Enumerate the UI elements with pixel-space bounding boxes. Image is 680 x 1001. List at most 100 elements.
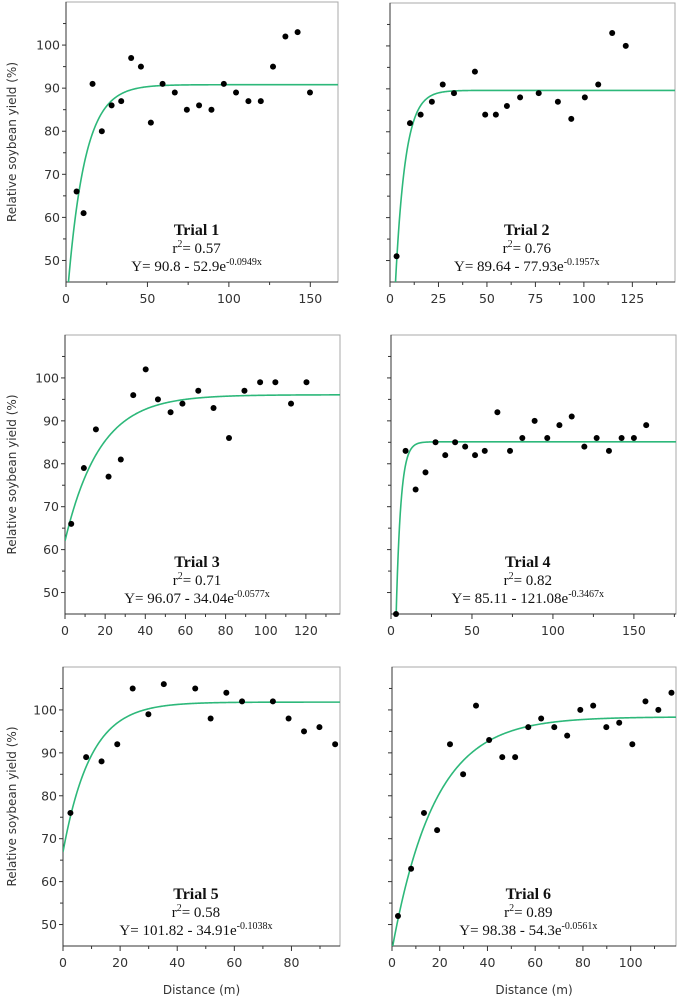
r2-superscript: 2 [509,571,514,582]
data-point [603,724,610,731]
data-point [142,366,149,373]
x-tick-label: 100 [572,291,596,306]
data-point [316,724,323,731]
data-point [272,379,279,386]
data-point [581,443,588,450]
data-point [114,741,121,748]
data-point [460,771,467,778]
x-tick-label: 75 [527,291,543,306]
y-tick-label: 60 [43,542,59,557]
data-point [257,98,264,105]
x-tick-label: 40 [137,623,153,638]
data-point [192,685,199,692]
equation-exponent: -0.0949x [226,257,262,268]
fit-curve [392,716,676,946]
trial-title: Trial 4 [505,554,550,571]
data-point [494,409,501,416]
data-point [208,106,215,113]
x-tick-label: 0 [59,955,67,970]
data-point [257,379,264,386]
data-point [609,30,616,37]
r2-superscript: 2 [177,239,182,250]
equation-exponent: -0.1957x [564,257,600,268]
x-tick-label: 60 [177,623,193,638]
x-tick-label: 150 [298,291,322,306]
fit-curve [395,441,676,614]
x-tick-label: 100 [541,623,565,638]
data-point [117,456,124,463]
r2-prefix: r [173,573,178,589]
equation-label: Y= 85.11 - 121.08e-0.3467x [452,589,604,607]
data-point [105,473,112,480]
data-point [462,443,469,450]
data-point [422,469,429,476]
data-point [512,754,519,761]
data-point [108,102,115,109]
data-point [239,698,246,705]
y-tick-label: 70 [44,167,60,182]
data-point [406,120,413,127]
x-tick-label: 80 [284,955,300,970]
r-squared-label: r2= 0.57 [172,239,221,257]
r2-value: = 0.76 [513,241,552,257]
data-point [167,409,174,416]
data-point [98,128,105,135]
data-point [544,435,551,442]
data-point [481,447,488,454]
data-point [517,94,524,101]
data-point [207,715,214,722]
data-point [486,736,493,743]
x-tick-label: 20 [97,623,113,638]
data-point [92,426,99,433]
fit-curve [67,83,338,282]
data-point [241,387,248,394]
data-point [556,422,563,429]
data-point [183,106,190,113]
r-squared-label: r2= 0.89 [504,903,552,921]
x-tick-label: 20 [112,955,128,970]
equation-label: Y= 96.07 - 34.04e-0.0577x [124,589,270,607]
x-axis-label: Distance (m) [495,983,572,997]
equation-label: Y= 89.64 - 77.93e-0.1957x [454,257,600,275]
r2-prefix: r [504,573,509,589]
equation-exponent: -0.3467x [568,589,604,600]
x-tick-label: 60 [226,955,242,970]
data-point [471,68,478,75]
data-point [332,741,339,748]
x-tick-label: 20 [432,955,448,970]
x-tick-label: 80 [575,955,591,970]
y-tick-label: 60 [44,210,60,225]
data-point [129,685,136,692]
x-tick-label: 50 [464,623,480,638]
data-point [519,435,526,442]
r2-value: = 0.89 [514,905,552,921]
r2-value: = 0.58 [182,905,220,921]
data-point [80,465,87,472]
y-tick-label: 80 [43,456,59,471]
data-point [564,732,571,739]
data-point [118,98,125,105]
x-tick-label: 0 [61,623,69,638]
equation-label: Y= 90.8 - 52.9e-0.0949x [131,257,262,275]
data-point [393,611,400,617]
data-point [303,379,310,386]
data-point [473,702,480,709]
data-point [294,29,301,36]
data-point [499,754,506,761]
data-point [73,188,80,195]
data-point [581,94,588,101]
equation-label: Y= 101.82 - 34.91e-0.1038x [119,921,272,939]
data-point [554,98,561,105]
x-tick-label: 120 [294,623,318,638]
data-point [80,210,87,217]
data-point [643,422,650,429]
fit-curve [394,89,675,282]
r2-prefix: r [172,241,177,257]
r2-value: = 0.82 [514,573,552,589]
x-tick-label: 0 [387,623,395,638]
x-axis-label: Distance (m) [163,983,240,997]
r-squared-label: r2= 0.76 [503,239,552,257]
data-point [306,89,313,96]
